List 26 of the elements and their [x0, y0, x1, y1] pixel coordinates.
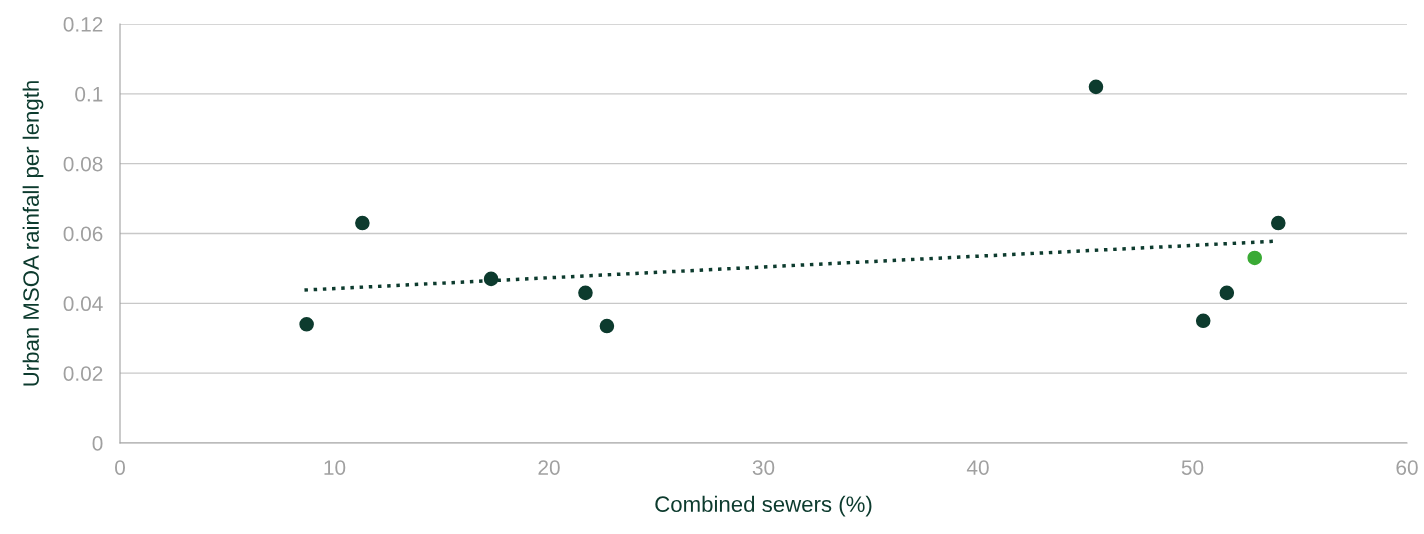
point — [483, 271, 499, 287]
x-tick-label: 10 — [324, 460, 346, 475]
y-tick-label: 0 — [92, 436, 103, 451]
x-tick-label: 60 — [1396, 460, 1418, 475]
point — [599, 318, 615, 334]
y-tick-label: 0.06 — [63, 226, 103, 242]
point — [299, 317, 314, 332]
y-tick-label: 0.04 — [63, 296, 103, 312]
x-tick-label: 0 — [115, 460, 125, 475]
point — [1219, 285, 1235, 301]
point — [1271, 215, 1286, 231]
y-tick-label: 0.12 — [63, 17, 103, 32]
point — [578, 285, 593, 301]
point — [355, 215, 370, 231]
point — [1195, 313, 1211, 329]
x-tick-label: 50 — [1181, 460, 1204, 475]
y-tick-label: 0.1 — [75, 86, 103, 102]
x-tick-label: 20 — [538, 460, 560, 475]
x-tick-label: 40 — [966, 460, 989, 475]
y-tick-label: 0.02 — [63, 366, 103, 381]
y-axis-title: Urban MSOA rainfall per length — [22, 81, 44, 386]
x-axis-title: Combined sewers (%) — [655, 495, 872, 517]
point — [1088, 79, 1104, 95]
x-tick-label: 30 — [752, 460, 775, 475]
y-tick-label: 0.08 — [63, 156, 103, 172]
point — [1247, 250, 1262, 266]
